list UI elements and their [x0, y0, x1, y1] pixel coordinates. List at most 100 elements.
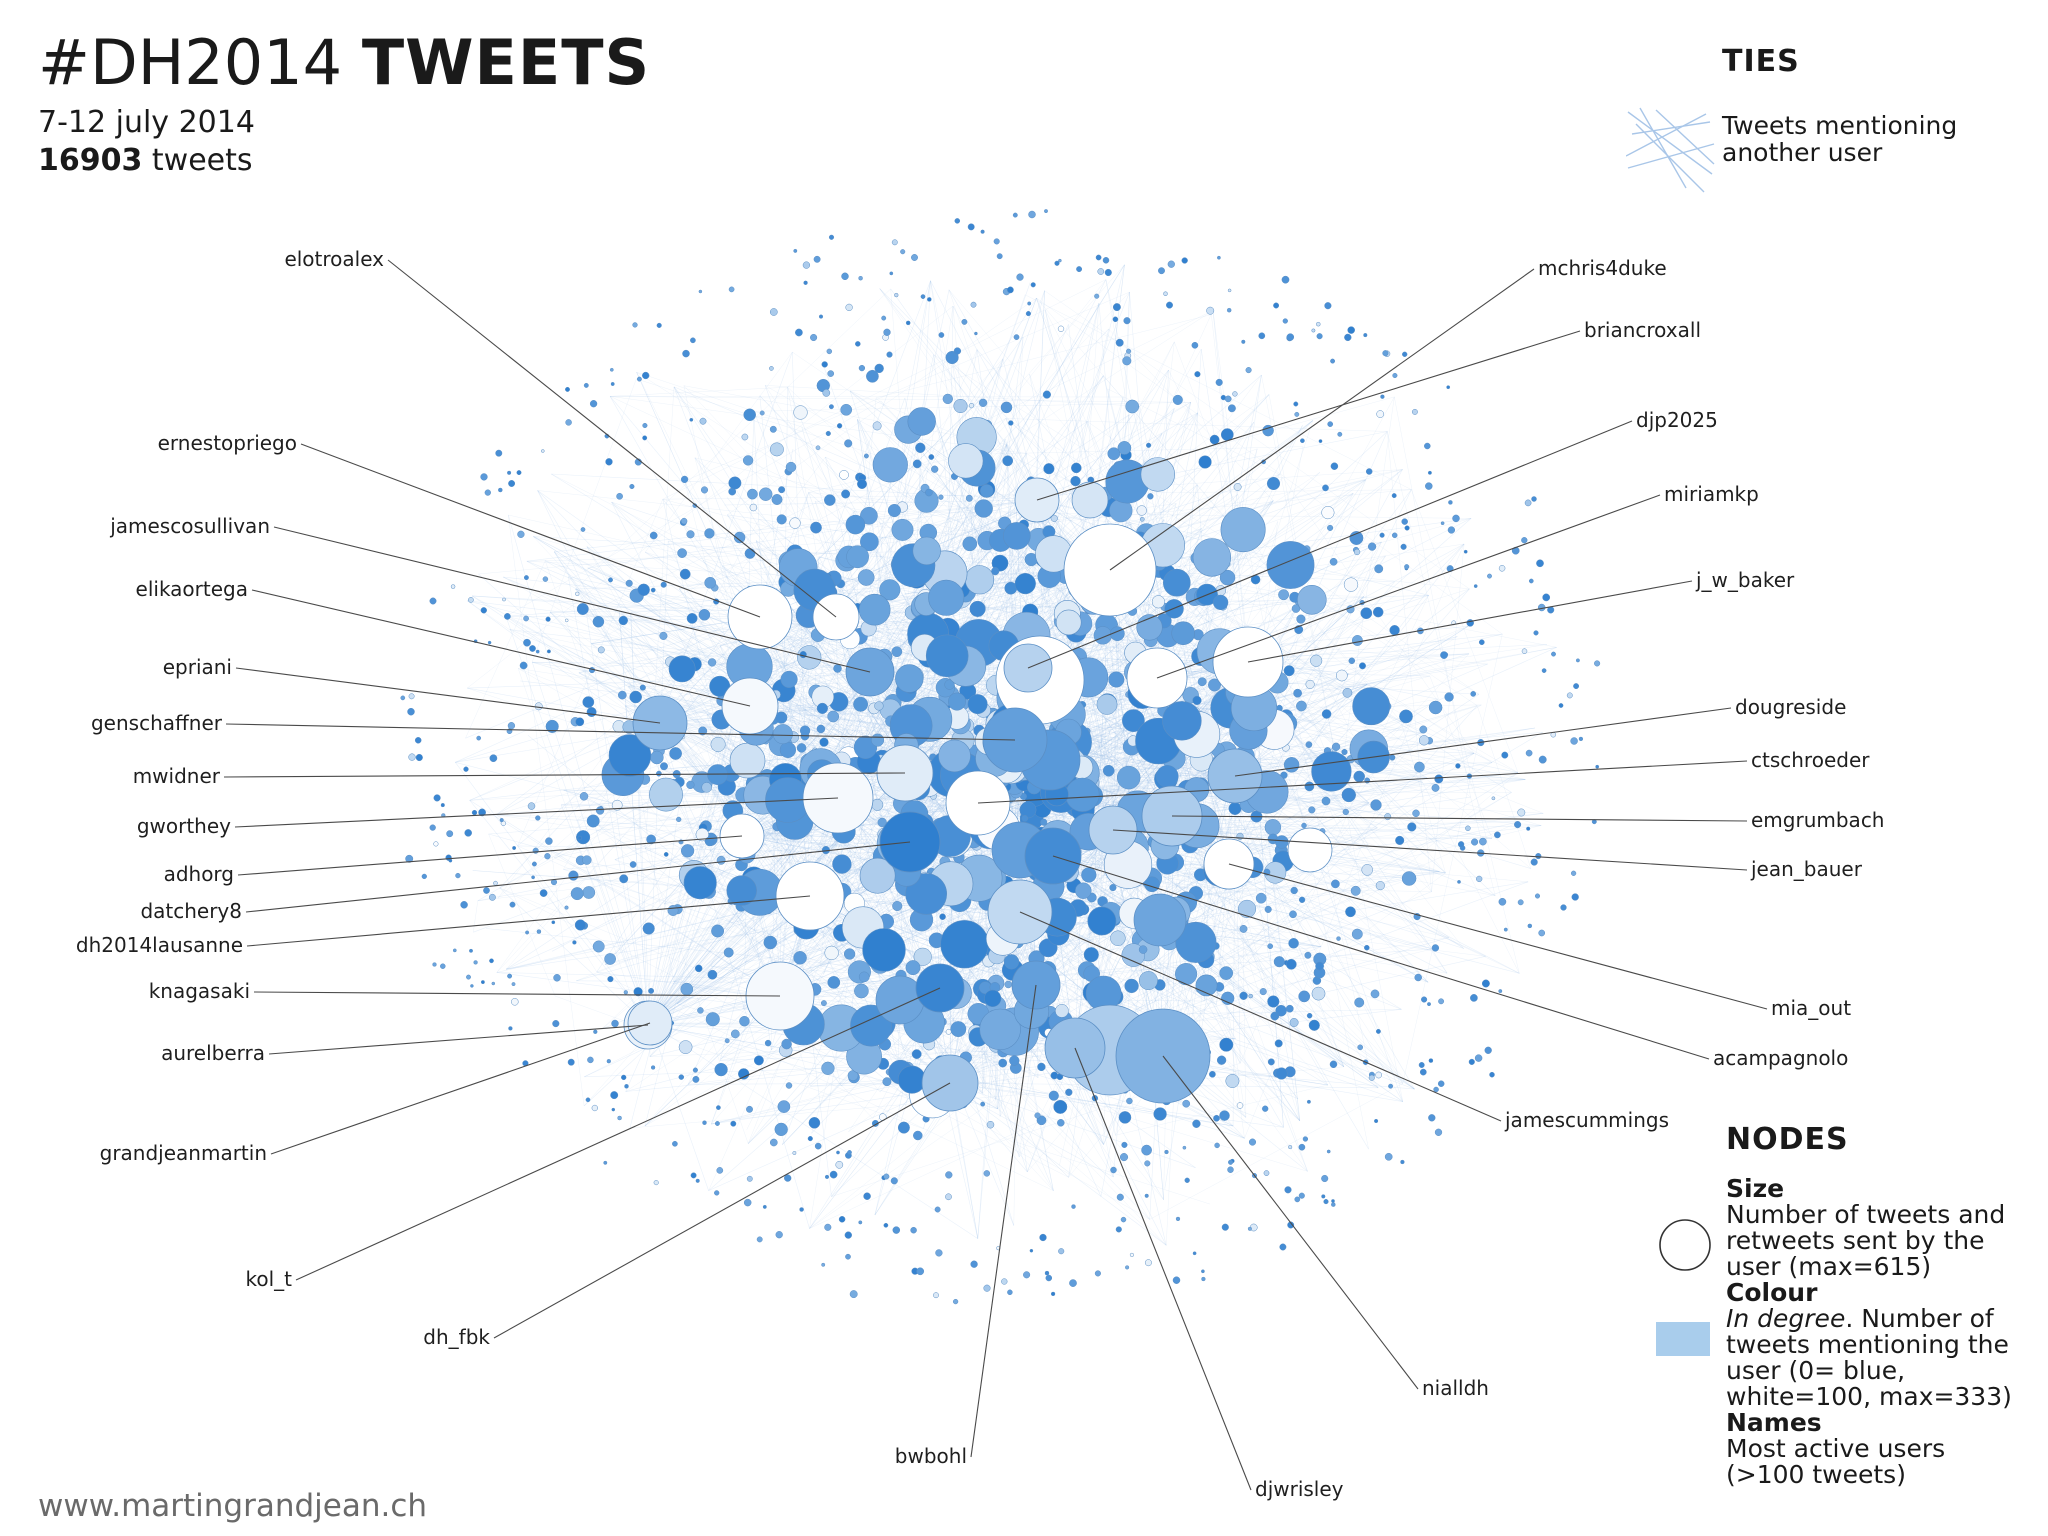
network-node — [1534, 893, 1541, 899]
network-node — [623, 990, 628, 995]
network-node — [1129, 1252, 1134, 1257]
network-node — [1335, 669, 1348, 682]
network-node — [935, 1249, 943, 1257]
network-node — [1347, 326, 1355, 334]
edge — [568, 576, 649, 1026]
network-node — [579, 792, 589, 801]
network-node — [1001, 1278, 1008, 1285]
edge — [586, 546, 811, 897]
network-node — [945, 1193, 952, 1201]
network-node — [617, 1115, 622, 1121]
network-node — [1444, 692, 1454, 702]
edge — [727, 297, 1037, 516]
network-node — [1247, 1226, 1252, 1231]
user-label-kol_t: kol_t — [245, 1267, 292, 1291]
network-node — [1273, 302, 1280, 309]
network-node — [968, 402, 975, 409]
network-node — [1528, 578, 1534, 584]
network-node — [1283, 757, 1300, 773]
network-node — [498, 487, 503, 493]
network-node — [785, 461, 797, 473]
edge — [1171, 815, 1329, 1086]
network-node — [1329, 557, 1338, 566]
network-node — [1258, 332, 1266, 340]
edge — [647, 806, 833, 1026]
user-label-acampagnolo: acampagnolo — [1713, 1046, 1848, 1070]
network-node — [1045, 1274, 1053, 1282]
network-node — [1350, 885, 1361, 896]
edge — [741, 835, 1415, 1090]
edge — [1200, 349, 1249, 663]
network-node — [698, 726, 708, 736]
network-node — [619, 874, 629, 884]
network-node — [813, 255, 821, 263]
network-node — [1248, 1138, 1257, 1146]
network-node — [1530, 858, 1538, 866]
network-node — [1357, 1044, 1364, 1051]
network-node — [1147, 493, 1154, 500]
network-node — [1042, 390, 1051, 399]
network-node — [1318, 439, 1323, 443]
network-node — [1112, 316, 1119, 323]
network-node — [1122, 709, 1145, 732]
network-node — [616, 492, 623, 500]
edge — [818, 587, 1173, 817]
network-node — [836, 423, 843, 429]
network-node — [433, 794, 441, 802]
network-node — [1221, 991, 1235, 1005]
network-node — [1471, 838, 1479, 846]
network-node — [1293, 688, 1302, 698]
edge — [575, 288, 891, 590]
network-node — [493, 880, 498, 886]
network-node — [1352, 687, 1391, 726]
edge — [649, 650, 919, 1057]
network-node — [724, 1038, 730, 1044]
network-node — [1287, 827, 1333, 873]
edge — [526, 499, 1038, 562]
network-node — [723, 947, 734, 958]
network-node — [710, 736, 726, 752]
network-node — [1181, 257, 1188, 264]
network-node — [610, 382, 615, 386]
network-node — [642, 371, 650, 380]
network-node — [1321, 1174, 1329, 1183]
network-node — [832, 854, 852, 874]
network-node — [1474, 1054, 1483, 1062]
leader-line-acampagnolo — [1052, 855, 1710, 1060]
network-node — [1401, 871, 1417, 886]
network-node — [978, 398, 988, 407]
network-node — [1428, 1058, 1434, 1063]
network-node — [531, 861, 537, 867]
network-node — [769, 1138, 778, 1147]
network-node — [1030, 282, 1036, 288]
network-node — [1330, 358, 1336, 364]
network-node — [582, 855, 592, 865]
network-node — [698, 289, 703, 294]
network-node — [606, 1059, 611, 1064]
network-node — [1326, 1149, 1331, 1154]
credit-url[interactable]: www.martingrandjean.ch — [38, 1488, 428, 1524]
network-node — [910, 1226, 917, 1234]
colour-rest: . Number of — [1845, 1304, 1994, 1333]
network-node — [1342, 808, 1349, 816]
colour-line-3: white=100, max=333) — [1726, 1382, 2012, 1411]
network-node — [508, 480, 516, 487]
network-node — [694, 964, 703, 973]
network-node — [1311, 751, 1352, 792]
network-node — [1083, 947, 1099, 963]
network-node — [1267, 1058, 1275, 1066]
edge — [1132, 762, 1492, 839]
network-node — [650, 1065, 656, 1070]
network-node — [527, 802, 536, 810]
network-node — [576, 830, 591, 845]
network-node — [1526, 826, 1531, 831]
legend-nodes-heading: NODES — [1726, 1122, 1849, 1157]
network-node — [810, 521, 822, 534]
edge — [467, 600, 1076, 1049]
network-node — [686, 613, 698, 624]
network-node — [954, 218, 961, 224]
network-node — [1192, 695, 1202, 705]
network-node — [1286, 333, 1295, 341]
network-node — [847, 1150, 852, 1155]
network-node — [1376, 410, 1385, 418]
